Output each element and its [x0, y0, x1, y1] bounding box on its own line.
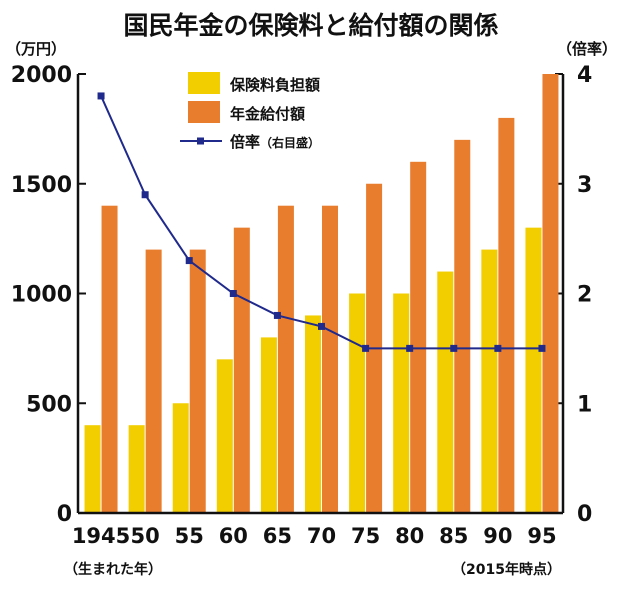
x-tick-label: 70 — [307, 524, 336, 548]
left-tick-label: 0 — [57, 502, 72, 527]
bar-benefit — [101, 205, 118, 513]
x-note-right: （2015年時点） — [452, 561, 561, 578]
right-tick-label: 4 — [577, 63, 592, 88]
legend-ratio-name: 倍率 — [230, 133, 260, 151]
legend-swatch-benefit — [188, 101, 220, 123]
bar-premium — [216, 359, 233, 513]
bar-premium — [481, 249, 498, 513]
x-tick-label: 80 — [395, 524, 424, 548]
ratio-line-layer — [97, 92, 546, 352]
right-tick-label: 3 — [577, 173, 592, 198]
ratio-point — [318, 322, 325, 330]
right-axis-unit: （倍率） — [557, 40, 617, 58]
bar-benefit — [233, 227, 250, 513]
bar-premium — [172, 403, 189, 513]
ratio-point — [141, 191, 149, 199]
x-tick-label: 50 — [131, 524, 160, 548]
ratio-point — [229, 290, 237, 297]
right-tick-label: 0 — [577, 502, 592, 527]
ratio-point — [185, 257, 193, 265]
right-tick-label: 2 — [577, 283, 592, 308]
bar-premium — [525, 227, 542, 513]
bar-benefit — [277, 205, 294, 513]
x-tick-label: 75 — [351, 524, 380, 548]
chart-title: 国民年金の保険料と給付額の関係 — [123, 11, 498, 40]
x-note-left: （生まれた年） — [64, 561, 162, 578]
left-tick-label: 2000 — [11, 63, 72, 88]
left-axis-unit: （万円） — [6, 40, 66, 58]
x-tick-label: 1945 — [72, 524, 130, 548]
x-tick-label: 90 — [483, 524, 512, 548]
legend-label-ratio: 倍率（右目盛） — [230, 133, 320, 151]
bar-premium — [349, 293, 366, 513]
bar-premium — [260, 337, 277, 513]
bar-benefit — [322, 205, 338, 513]
left-tick-label: 1000 — [11, 283, 72, 308]
legend-label-benefit: 年金給付額 — [230, 105, 305, 123]
x-axis-ticks: 1945 50 55 60 65 70 75 80 85 90 95 — [72, 524, 557, 548]
bars — [84, 74, 559, 514]
bar-premium — [393, 293, 410, 513]
legend: 保険料負担額 年金給付額 倍率（右目盛） — [180, 72, 320, 151]
x-tick-label: 60 — [219, 524, 248, 548]
ratio-point — [362, 344, 370, 352]
left-axis-ticks: 0 500 1000 1500 2000 — [11, 63, 86, 527]
bar-premium — [84, 425, 101, 513]
ratio-point — [450, 344, 458, 352]
bar-benefit — [454, 139, 471, 513]
bar-benefit — [542, 74, 559, 513]
x-tick-label: 85 — [439, 524, 468, 548]
bar-premium — [437, 271, 454, 513]
x-tick-label: 95 — [527, 524, 556, 548]
legend-marker-ratio — [197, 137, 204, 145]
ratio-line — [100, 95, 542, 350]
x-tick-label: 55 — [175, 524, 204, 548]
bar-benefit — [410, 161, 427, 514]
ratio-point — [494, 344, 502, 352]
x-tick-label: 65 — [263, 524, 292, 548]
left-tick-label: 1500 — [11, 173, 72, 198]
right-axis-ticks: 0 1 2 3 4 — [555, 63, 592, 527]
ratio-point — [97, 92, 105, 100]
bar-benefit — [498, 117, 515, 514]
ratio-point — [406, 344, 414, 352]
left-tick-label: 500 — [26, 392, 72, 417]
bar-premium — [305, 315, 321, 513]
legend-label-premium: 保険料負担額 — [229, 76, 320, 94]
bar-benefit — [189, 249, 206, 513]
legend-swatch-premium — [188, 72, 220, 94]
bar-benefit — [145, 249, 162, 513]
right-tick-label: 1 — [577, 392, 592, 417]
ratio-point — [538, 344, 546, 352]
bar-premium — [128, 425, 145, 513]
legend-ratio-note: （右目盛） — [260, 135, 320, 150]
ratio-point — [273, 311, 281, 319]
